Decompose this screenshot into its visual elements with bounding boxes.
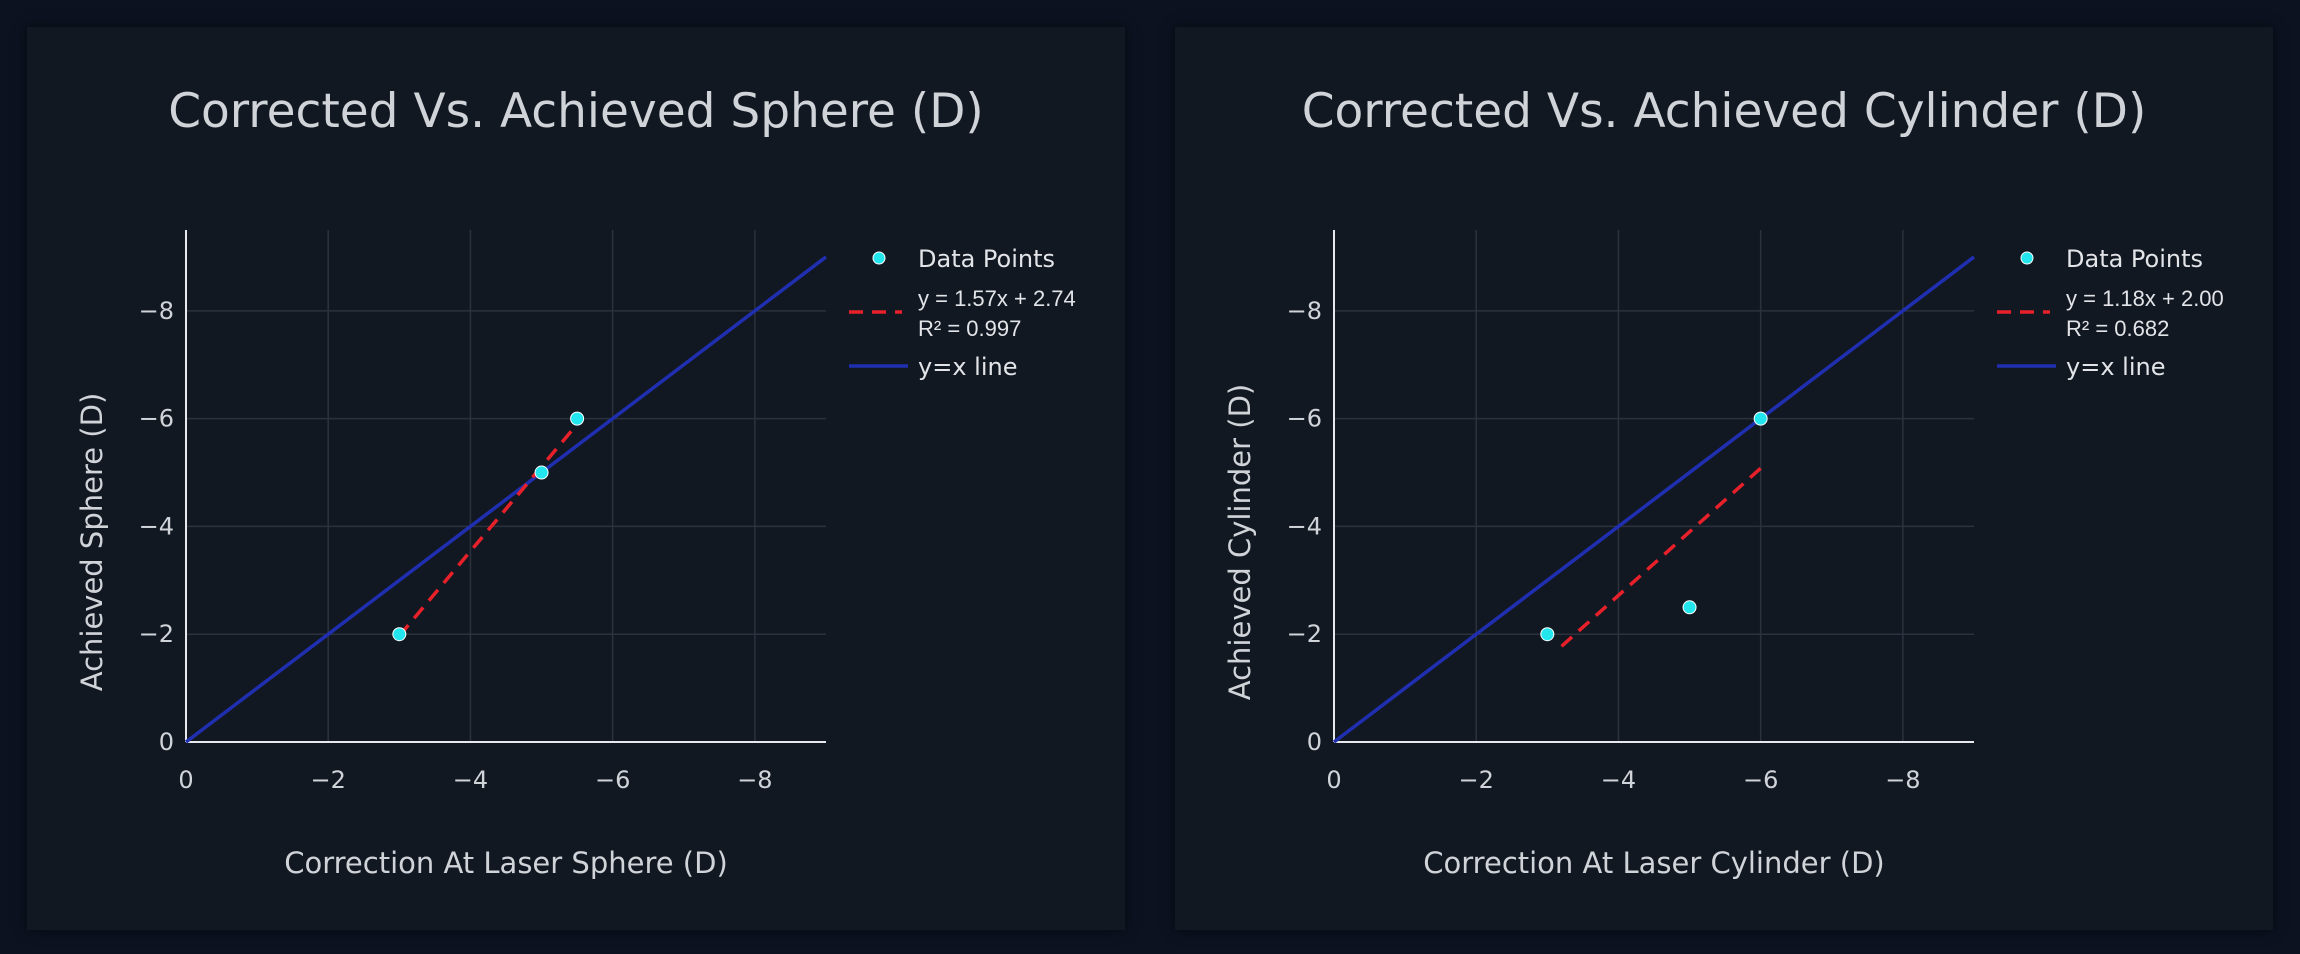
x-tick-label: −2 — [311, 766, 346, 794]
legend-label-identity: y=x line — [918, 353, 1017, 381]
legend-label-r-squared: R² = 0.682 — [2066, 316, 2169, 341]
legend: Data Points y = 1.57x + 2.74 R² = 0.997 y=x… — [849, 245, 1076, 381]
legend-label-r-squared: R² = 0.997 — [918, 316, 1021, 341]
y-axis-title: Achieved Sphere (D) — [75, 393, 109, 692]
x-tick-label: −8 — [1885, 766, 1920, 794]
x-tick-label: −2 — [1459, 766, 1494, 794]
cylinder-chart-panel: Corrected Vs. Achieved Cylinder (D) 0 −2 −… — [1175, 27, 2273, 930]
legend-label-data-points: Data Points — [2066, 245, 2203, 273]
y-tick-label: −4 — [1287, 512, 1322, 540]
legend-marker-data-points — [2020, 251, 2034, 265]
y-tick-label: −6 — [139, 405, 174, 433]
y-tick-label: −8 — [139, 297, 174, 325]
legend-label-regression: y = 1.18x + 2.00 — [2066, 286, 2224, 311]
x-tick-label: −8 — [737, 766, 772, 794]
x-tick-label: −4 — [1601, 766, 1636, 794]
sphere-chart-panel: Corrected Vs. Achieved Sphere (D) 0 −2 −4 −… — [27, 27, 1125, 930]
x-tick-label: 0 — [178, 766, 193, 794]
x-tick-label: 0 — [1326, 766, 1341, 794]
legend-label-identity: y=x line — [2066, 353, 2165, 381]
x-tick-label: −6 — [1743, 766, 1778, 794]
y-tick-label: −6 — [1287, 405, 1322, 433]
data-point — [1753, 411, 1768, 426]
y-tick-label: −8 — [1287, 297, 1322, 325]
identity-line — [184, 255, 828, 744]
chart-title: Corrected Vs. Achieved Cylinder (D) — [1302, 84, 2147, 139]
sphere-chart: Corrected Vs. Achieved Sphere (D) 0 −2 −4 −… — [75, 84, 1076, 880]
cylinder-chart: Corrected Vs. Achieved Cylinder (D) 0 −2 −… — [1223, 84, 2224, 880]
legend-label-data-points: Data Points — [918, 245, 1055, 273]
data-point — [570, 411, 585, 426]
y-tick-label: 0 — [1307, 728, 1322, 756]
identity-line — [1332, 255, 1976, 744]
x-tick-label: −4 — [453, 766, 488, 794]
data-point — [534, 465, 549, 480]
data-point — [392, 627, 407, 642]
x-axis-title: Correction At Laser Sphere (D) — [284, 846, 728, 880]
data-point — [1682, 600, 1697, 615]
y-tick-label: 0 — [159, 728, 174, 756]
x-tick-label: −6 — [595, 766, 630, 794]
data-point — [1540, 627, 1555, 642]
y-tick-label: −2 — [139, 620, 174, 648]
regression-line — [397, 423, 579, 637]
legend-marker-data-points — [872, 251, 886, 265]
chart-title: Corrected Vs. Achieved Sphere (D) — [168, 84, 984, 139]
y-tick-label: −2 — [1287, 620, 1322, 648]
legend-label-regression: y = 1.57x + 2.74 — [918, 286, 1076, 311]
legend: Data Points y = 1.18x + 2.00 R² = 0.682 y=x… — [1997, 245, 2224, 381]
y-tick-label: −4 — [139, 512, 174, 540]
y-axis-title: Achieved Cylinder (D) — [1223, 384, 1257, 700]
x-axis-title: Correction At Laser Cylinder (D) — [1423, 846, 1884, 880]
